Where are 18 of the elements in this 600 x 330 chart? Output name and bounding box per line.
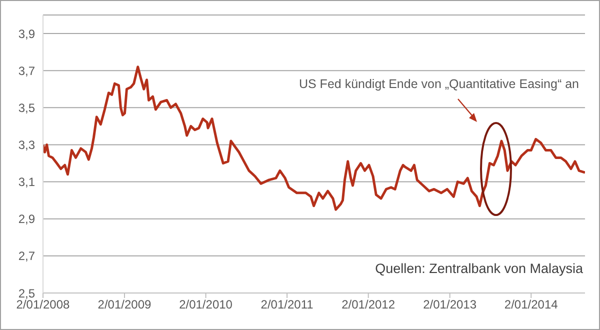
annotation: US Fed kündigt Ende von „Quantitative Easing“ an <box>298 77 579 91</box>
line-series <box>43 66 585 211</box>
x-tick-label: 2/01/2013 <box>423 298 477 312</box>
y-tick-label: 2,7 <box>18 249 36 264</box>
x-tick-label: 2/01/2009 <box>98 298 152 312</box>
y-tick-label: 3,7 <box>18 64 36 78</box>
y-tick-label: 2,9 <box>18 212 36 226</box>
y-tick-label: 3,3 <box>18 138 36 152</box>
y-tick-label: 2,5 <box>18 286 36 300</box>
x-tick-label: 2/01/2008 <box>16 298 70 312</box>
x-tick-label: 2/01/2010 <box>179 298 233 312</box>
y-tick-label: 3,1 <box>18 175 36 190</box>
x-tick-label: 2/01/2014 <box>504 298 558 312</box>
x-tick-label: 2/01/2011 <box>260 298 314 312</box>
x-tick-label: 2/01/2012 <box>342 298 396 312</box>
annotation: Quellen: Zentralbank von Malaysia <box>375 261 583 276</box>
y-tick-label: 3,9 <box>18 26 36 41</box>
y-tick-label: 3,5 <box>18 100 36 115</box>
